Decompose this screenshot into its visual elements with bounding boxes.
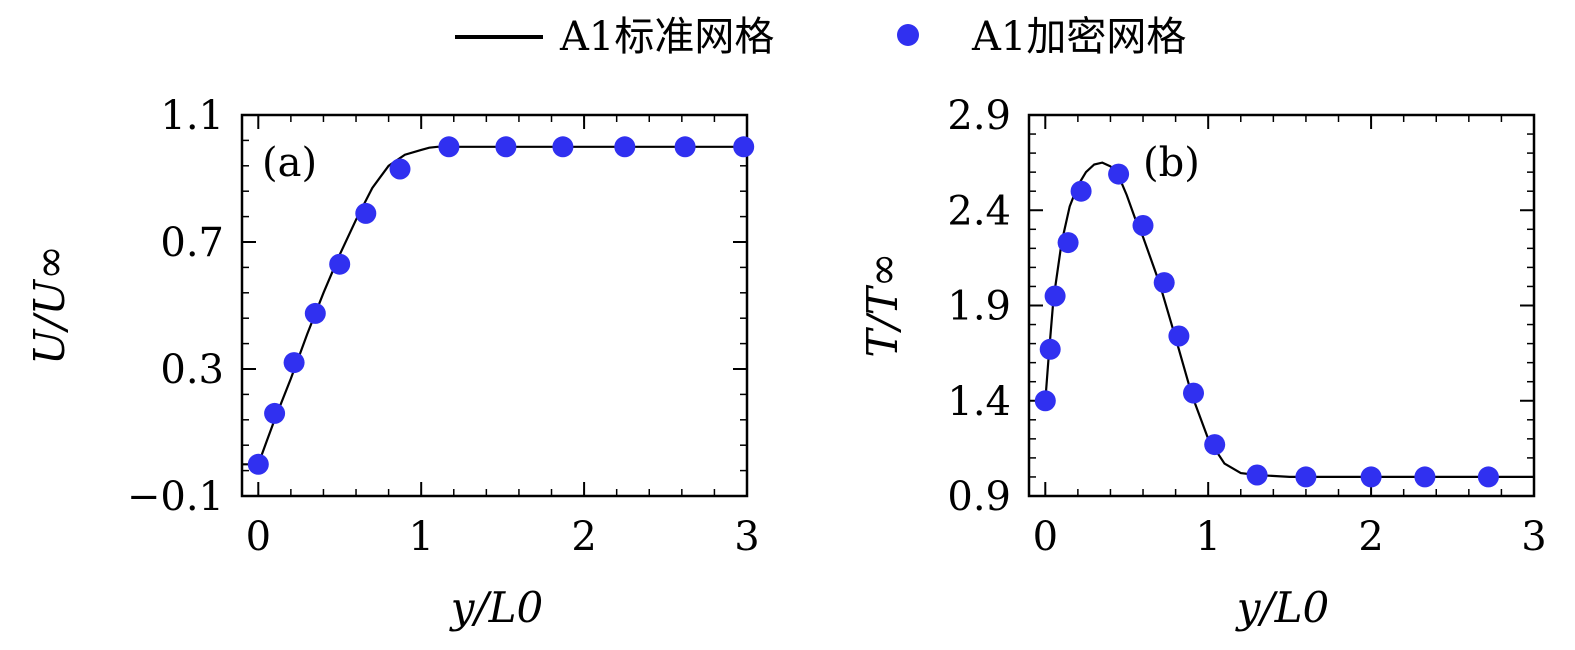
refined-grid-point	[1132, 215, 1154, 236]
panel-b-xticks	[1044, 115, 1535, 496]
ytick-label: 1.9	[947, 284, 1011, 330]
refined-grid-point	[1034, 390, 1056, 412]
xtick-label: 1	[408, 514, 433, 560]
panel-a-yticks	[242, 114, 747, 497]
refined-grid-point	[1108, 163, 1130, 185]
refined-grid-point	[614, 136, 636, 158]
refined-grid-point	[438, 136, 460, 158]
refined-grid-point	[1360, 466, 1382, 488]
refined-grid-point	[304, 302, 326, 324]
xtick-label: 2	[1358, 514, 1383, 560]
legend-marker-label: A1加密网格	[971, 14, 1186, 60]
panel-b-refined-grid-markers	[1034, 163, 1499, 488]
refined-grid-point	[1057, 232, 1079, 254]
ytick-label: 0.3	[160, 347, 224, 393]
xtick-label: 1	[1195, 514, 1220, 560]
xtick-label: 2	[571, 514, 596, 560]
refined-grid-point	[264, 402, 286, 424]
panel-b-ylabel: T/T∞	[858, 252, 907, 357]
panel-a-ylabel: U/U∞	[25, 245, 74, 365]
panel-b-label: (b)	[1143, 140, 1200, 186]
refined-grid-point	[1204, 434, 1226, 456]
panel-b: 0.9 1.4 1.9 2.4 2.9 0 1 2 3 (b) y/L0 T/T∞	[858, 93, 1547, 632]
xtick-label: 3	[734, 514, 759, 560]
refined-grid-point	[389, 158, 411, 180]
refined-grid-point	[674, 136, 696, 158]
ytick-label: 1.1	[160, 93, 224, 139]
refined-grid-point	[1295, 466, 1317, 488]
panel-a-frame	[240, 113, 749, 498]
refined-grid-point	[733, 136, 755, 158]
xtick-label: 3	[1521, 514, 1546, 560]
panel-b-ytick-labels: 0.9 1.4 1.9 2.4 2.9	[947, 93, 1011, 520]
refined-grid-point	[329, 253, 351, 275]
ytick-label: 2.9	[947, 93, 1011, 139]
refined-grid-point	[1477, 466, 1499, 488]
panel-a: −0.1 0.3 0.7 1.1 0 1 2 3 (a) y/L0 U/U∞	[25, 93, 760, 632]
panel-b-frame	[1027, 113, 1536, 498]
panel-a-label: (a)	[262, 140, 317, 186]
refined-grid-point	[355, 202, 377, 224]
xtick-label: 0	[1033, 514, 1058, 560]
ytick-label: 1.4	[947, 379, 1011, 425]
ytick-label: −0.1	[127, 474, 224, 520]
panel-a-xticks	[257, 115, 748, 496]
panel-a-xlabel: y/L0	[449, 583, 544, 632]
refined-grid-point	[1168, 325, 1190, 347]
refined-grid-point	[1153, 272, 1175, 294]
refined-grid-point	[283, 352, 305, 374]
refined-grid-point	[1070, 180, 1092, 202]
ytick-label: 2.4	[947, 188, 1011, 234]
refined-grid-point	[247, 453, 269, 475]
panel-a-ytick-labels: −0.1 0.3 0.7 1.1	[127, 93, 224, 520]
ytick-label: 0.9	[947, 474, 1011, 520]
ytick-label: 0.7	[160, 220, 224, 266]
panel-b-yticks	[1029, 114, 1534, 497]
refined-grid-point	[552, 136, 574, 158]
panel-a-refined-grid-markers	[247, 136, 755, 475]
panel-a-xtick-labels: 0 1 2 3	[246, 514, 760, 560]
refined-grid-point	[1039, 338, 1061, 360]
panel-b-standard-grid-line	[1044, 161, 1534, 478]
refined-grid-point	[1414, 466, 1436, 488]
legend-line-label: A1标准网格	[559, 14, 774, 60]
panel-b-xtick-labels: 0 1 2 3	[1033, 514, 1547, 560]
xtick-label: 0	[246, 514, 271, 560]
refined-grid-point	[1044, 285, 1066, 307]
panel-b-xlabel: y/L0	[1235, 583, 1330, 632]
refined-grid-point	[1183, 382, 1204, 404]
refined-grid-point	[1246, 464, 1268, 486]
refined-grid-point	[495, 136, 517, 158]
legend-marker-swatch	[897, 24, 919, 46]
legend: A1标准网格 A1加密网格	[455, 14, 1186, 60]
